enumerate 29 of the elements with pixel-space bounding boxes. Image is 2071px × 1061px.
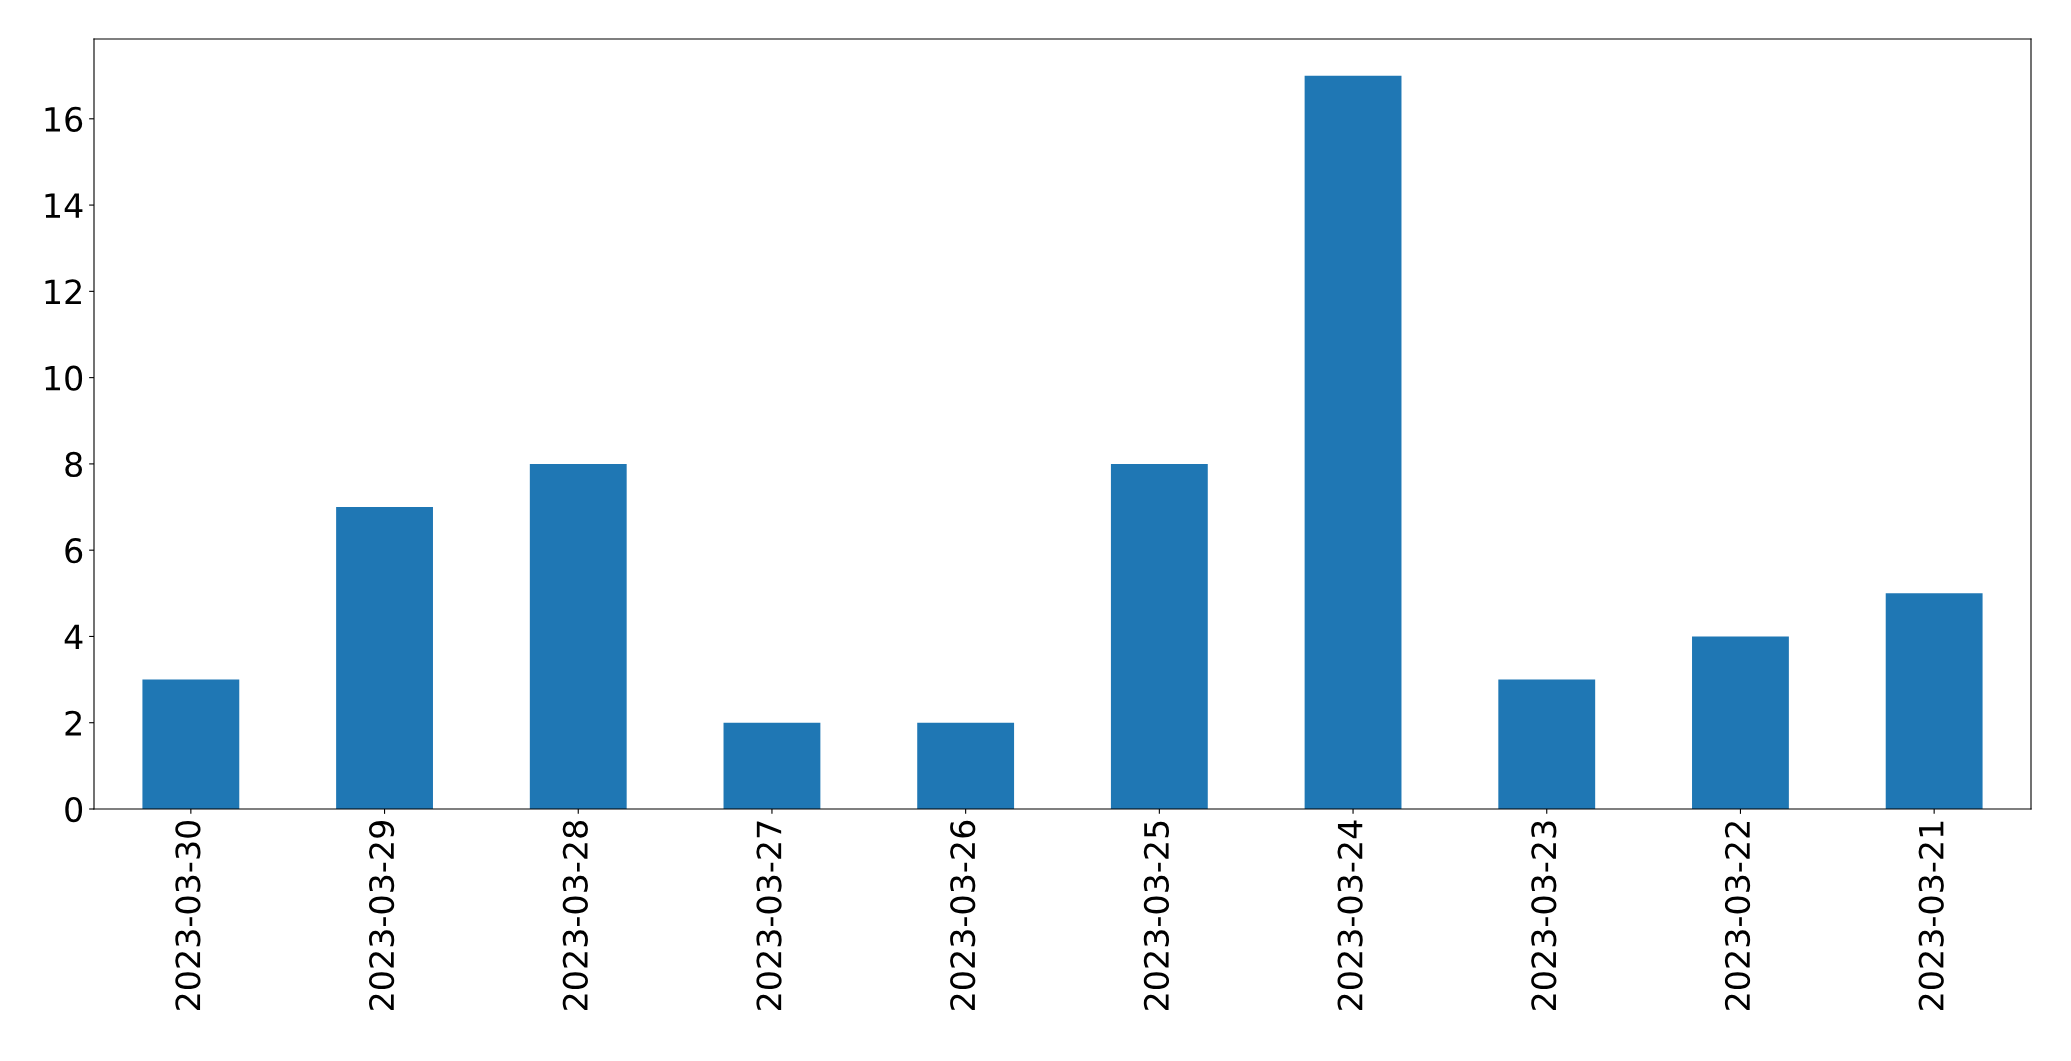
x-tick-label: 2023-03-25 bbox=[1143, 821, 1170, 1010]
bar bbox=[529, 463, 627, 809]
y-tick-label: 2 bbox=[65, 710, 81, 736]
y-tick-label: 4 bbox=[64, 624, 83, 650]
bar bbox=[1692, 636, 1789, 809]
bar bbox=[1110, 463, 1208, 809]
bar bbox=[1885, 593, 1983, 809]
y-tick-label: 0 bbox=[65, 796, 83, 823]
y-tick-label: 6 bbox=[65, 538, 83, 564]
x-tick-label: 2023-03-28 bbox=[562, 821, 588, 1010]
x-tick-label: 2023-03-27 bbox=[756, 821, 782, 1010]
bar bbox=[1498, 679, 1596, 809]
bar bbox=[723, 722, 821, 809]
y-tick-label: 8 bbox=[65, 451, 82, 478]
x-tick-label: 2023-03-30 bbox=[175, 820, 201, 1010]
x-tick-label: 2023-03-26 bbox=[950, 820, 976, 1010]
y-tick-label: 16 bbox=[45, 106, 83, 132]
x-tick-label: 2023-03-23 bbox=[1531, 821, 1557, 1010]
x-tick-label: 2023-03-21 bbox=[1918, 821, 1944, 1010]
y-tick-label: 10 bbox=[45, 365, 83, 391]
bar bbox=[336, 507, 433, 809]
bar bbox=[917, 722, 1015, 809]
x-tick-label: 2023-03-29 bbox=[369, 821, 395, 1010]
bar bbox=[142, 679, 240, 809]
y-tick-label: 12 bbox=[45, 279, 81, 305]
x-tick-label: 2023-03-22 bbox=[1724, 822, 1751, 1010]
y-tick-label: 14 bbox=[45, 193, 83, 218]
bar bbox=[1304, 75, 1402, 809]
x-tick-label: 2023-03-24 bbox=[1337, 820, 1363, 1010]
